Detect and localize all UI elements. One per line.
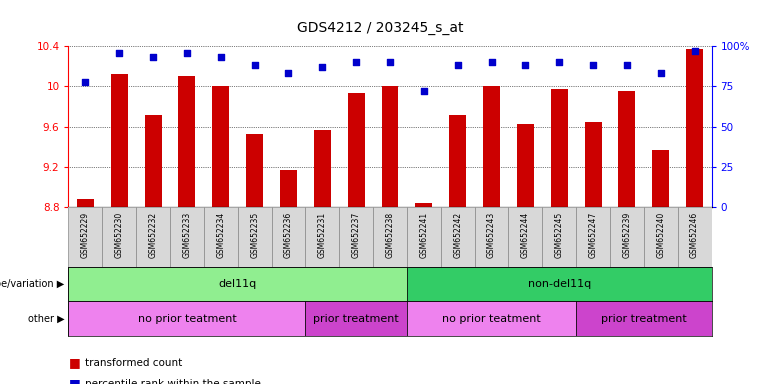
Bar (576, 301, 712, 336)
Bar (145, 115, 161, 207)
Bar (407, 301, 576, 336)
Text: GSM652230: GSM652230 (115, 212, 124, 258)
Bar (348, 93, 365, 207)
Text: GSM652237: GSM652237 (352, 212, 361, 258)
Point (418, 88, 430, 94)
Point (519, 62, 531, 68)
Bar (373, 207, 407, 267)
Bar (407, 267, 712, 301)
Point (486, 59, 498, 65)
Point (587, 62, 599, 68)
Bar (272, 207, 305, 267)
Text: GSM652229: GSM652229 (81, 212, 90, 258)
Bar (381, 86, 399, 207)
Point (654, 70, 667, 76)
Point (384, 59, 396, 65)
Point (113, 50, 126, 56)
Text: GSM652233: GSM652233 (183, 212, 192, 258)
Bar (449, 115, 466, 207)
Bar (644, 207, 678, 267)
Text: GSM652235: GSM652235 (250, 212, 260, 258)
Point (689, 48, 701, 54)
Bar (111, 74, 128, 207)
Text: percentile rank within the sample: percentile rank within the sample (85, 379, 261, 384)
Bar (77, 199, 94, 207)
Bar (68, 207, 102, 267)
Bar (517, 124, 534, 207)
Text: non-del11q: non-del11q (527, 279, 591, 289)
Text: GSM652241: GSM652241 (419, 212, 428, 258)
Bar (686, 49, 703, 207)
Text: no prior teatment: no prior teatment (442, 314, 541, 324)
Text: GSM652238: GSM652238 (386, 212, 394, 258)
Bar (204, 207, 237, 267)
Point (249, 62, 261, 68)
Bar (305, 301, 407, 336)
Bar (551, 89, 568, 207)
Bar (314, 130, 331, 207)
Bar (280, 170, 297, 207)
Bar (678, 207, 712, 267)
Bar (483, 86, 500, 207)
Bar (416, 204, 432, 207)
Text: GSM652247: GSM652247 (588, 212, 597, 258)
Bar (652, 150, 669, 207)
Text: prior treatment: prior treatment (314, 314, 399, 324)
Bar (610, 207, 644, 267)
Bar (68, 267, 407, 301)
Bar (246, 134, 263, 207)
Text: del11q: del11q (218, 279, 256, 289)
Text: GSM652245: GSM652245 (555, 212, 564, 258)
Point (215, 54, 227, 60)
Bar (102, 207, 136, 267)
Text: GSM652232: GSM652232 (148, 212, 158, 258)
Text: ■: ■ (68, 356, 80, 369)
Bar (305, 207, 339, 267)
Text: prior treatment: prior treatment (601, 314, 686, 324)
Bar (237, 207, 272, 267)
Bar (543, 207, 576, 267)
Text: GSM652243: GSM652243 (487, 212, 496, 258)
Text: transformed count: transformed count (85, 358, 183, 368)
Text: GSM652244: GSM652244 (521, 212, 530, 258)
Bar (584, 122, 601, 207)
Bar (475, 207, 508, 267)
Point (451, 62, 463, 68)
Text: GDS4212 / 203245_s_at: GDS4212 / 203245_s_at (298, 21, 463, 35)
Point (79, 78, 91, 84)
Point (147, 54, 159, 60)
Bar (68, 301, 305, 336)
Text: GSM652239: GSM652239 (622, 212, 632, 258)
Text: GSM652242: GSM652242 (454, 212, 462, 258)
Bar (441, 207, 475, 267)
Text: GSM652236: GSM652236 (284, 212, 293, 258)
Bar (576, 207, 610, 267)
Point (317, 64, 329, 70)
Point (553, 59, 565, 65)
Bar (170, 207, 204, 267)
Point (282, 70, 295, 76)
Text: no prior teatment: no prior teatment (138, 314, 237, 324)
Text: GSM652231: GSM652231 (318, 212, 326, 258)
Bar (136, 207, 170, 267)
Text: other ▶: other ▶ (28, 314, 65, 324)
Bar (339, 207, 373, 267)
Point (621, 62, 633, 68)
Point (181, 50, 193, 56)
Text: ■: ■ (68, 377, 80, 384)
Bar (619, 91, 635, 207)
Point (350, 59, 362, 65)
Bar (179, 76, 196, 207)
Bar (212, 86, 229, 207)
Bar (407, 207, 441, 267)
Bar (508, 207, 543, 267)
Text: GSM652234: GSM652234 (216, 212, 225, 258)
Text: genotype/variation ▶: genotype/variation ▶ (0, 279, 65, 289)
Text: GSM652240: GSM652240 (656, 212, 665, 258)
Text: GSM652246: GSM652246 (690, 212, 699, 258)
